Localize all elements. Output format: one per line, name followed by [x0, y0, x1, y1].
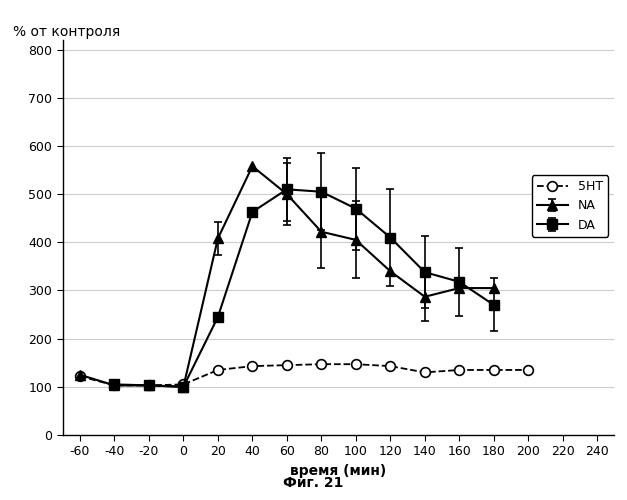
Text: Фиг. 21: Фиг. 21: [283, 476, 344, 490]
5HT: [248, 363, 256, 369]
Line: 5HT: 5HT: [75, 360, 533, 390]
X-axis label: время (мин): время (мин): [290, 464, 387, 478]
5HT: [110, 382, 118, 388]
Text: % от контроля: % от контроля: [13, 25, 120, 39]
5HT: [386, 363, 394, 369]
5HT: [283, 362, 290, 368]
5HT: [524, 367, 532, 373]
5HT: [214, 367, 222, 373]
5HT: [352, 361, 360, 367]
5HT: [76, 373, 83, 379]
5HT: [145, 382, 152, 388]
5HT: [179, 382, 187, 388]
5HT: [317, 361, 325, 367]
5HT: [490, 367, 498, 373]
5HT: [421, 370, 429, 376]
Legend: 5HT, NA, DA: 5HT, NA, DA: [532, 175, 608, 236]
5HT: [455, 367, 463, 373]
